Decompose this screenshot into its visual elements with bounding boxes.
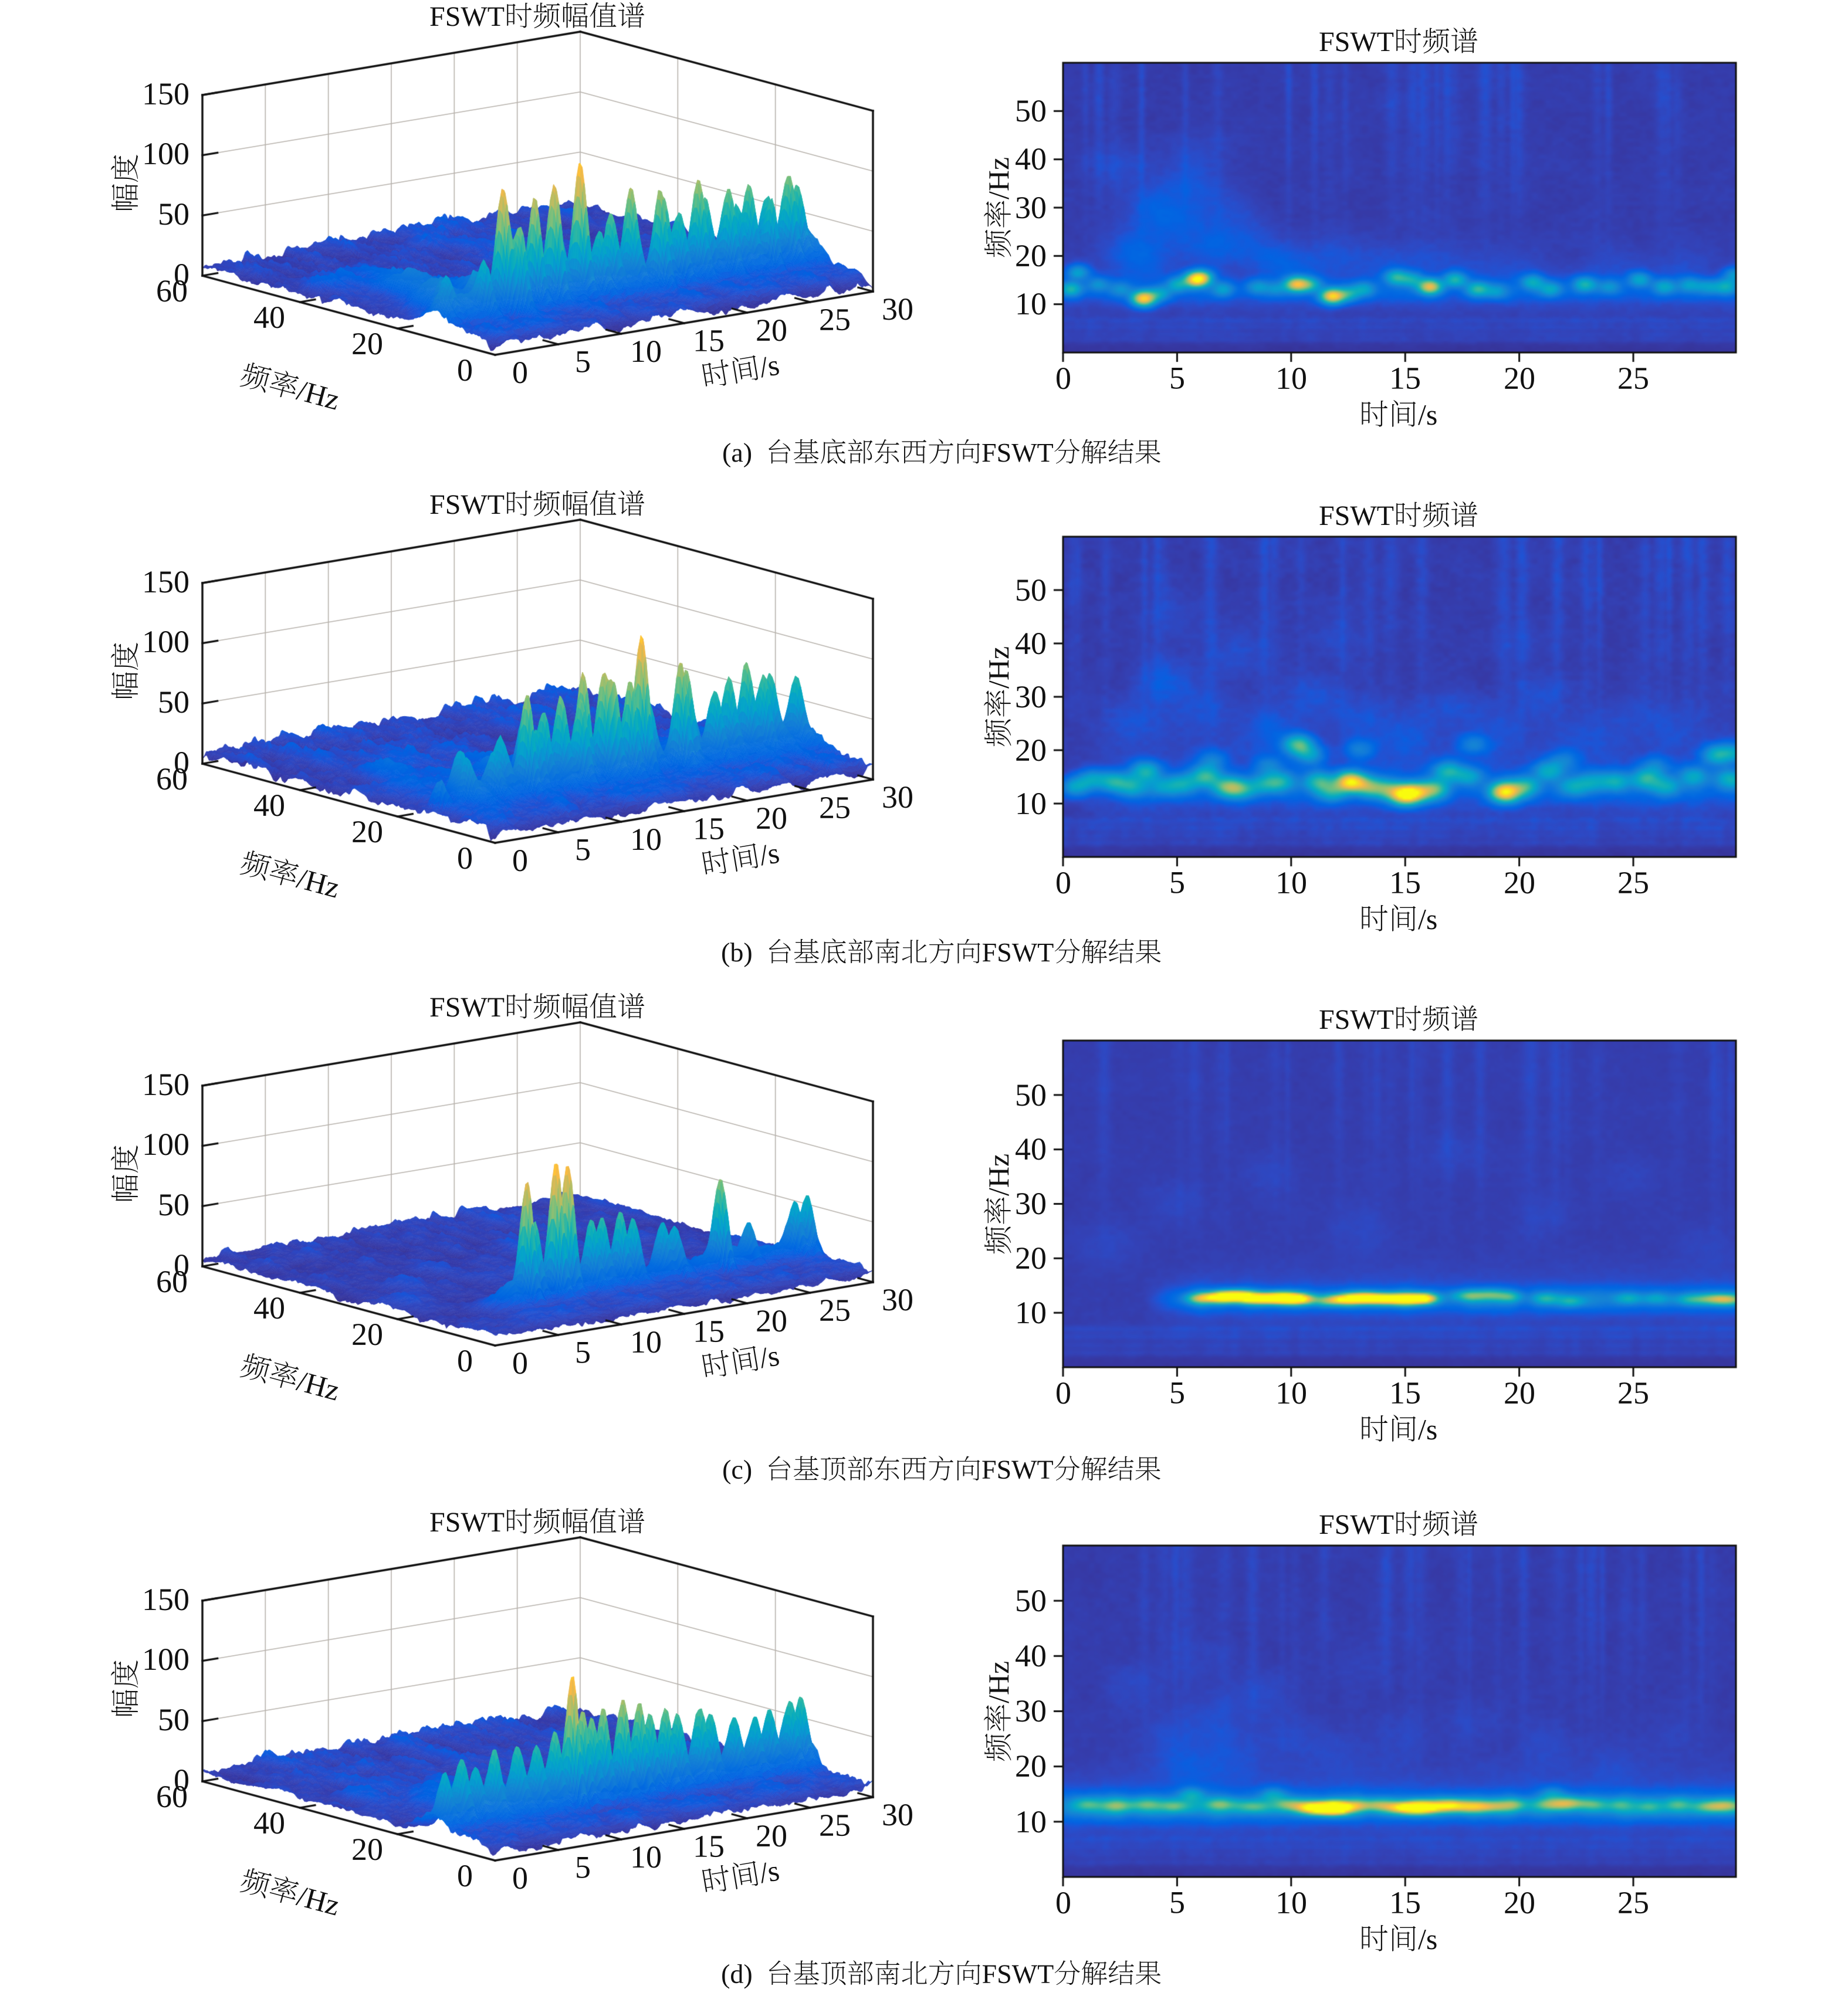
heatmap-canvas xyxy=(1045,519,1754,875)
surface3d-canvas xyxy=(158,1523,939,1904)
surface3d-canvas xyxy=(158,1008,939,1390)
surface3d-canvas xyxy=(158,506,939,887)
heatmap-canvas xyxy=(1045,1528,1754,1895)
heatmap-canvas xyxy=(1045,45,1754,370)
surface3d-canvas xyxy=(158,18,939,399)
heatmap-canvas xyxy=(1045,1023,1754,1385)
